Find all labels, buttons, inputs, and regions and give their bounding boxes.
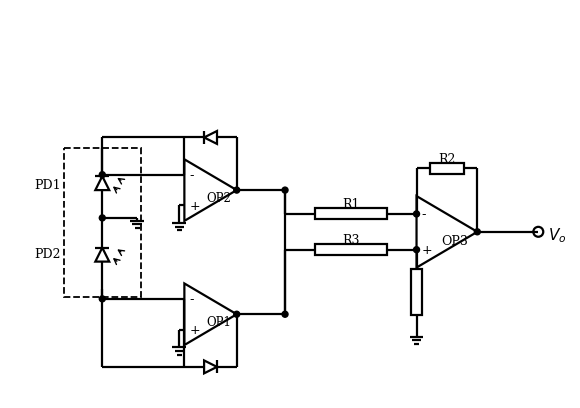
Text: -: -	[422, 208, 426, 222]
Text: PD2: PD2	[34, 248, 60, 261]
Circle shape	[282, 187, 288, 193]
Bar	[314, 208, 387, 220]
Text: $V_o$: $V_o$	[548, 226, 567, 245]
Circle shape	[474, 229, 480, 235]
Circle shape	[99, 215, 105, 221]
Circle shape	[414, 211, 419, 217]
Text: OP3: OP3	[441, 235, 468, 248]
Circle shape	[99, 172, 105, 177]
Bar	[430, 163, 463, 174]
Text: R1: R1	[342, 199, 360, 211]
Text: +: +	[422, 244, 432, 257]
Bar	[314, 244, 387, 255]
Circle shape	[282, 311, 288, 317]
Text: R3: R3	[342, 234, 360, 247]
Text: OP2: OP2	[206, 191, 231, 204]
Bar	[411, 269, 422, 315]
Circle shape	[234, 311, 240, 317]
Text: PD1: PD1	[34, 179, 60, 192]
Bar	[64, 149, 141, 297]
Text: +: +	[189, 324, 200, 337]
Text: +: +	[189, 200, 200, 213]
Circle shape	[234, 187, 240, 193]
Circle shape	[99, 296, 105, 302]
Circle shape	[414, 247, 419, 253]
Text: -: -	[189, 293, 194, 306]
Text: -: -	[189, 169, 194, 182]
Text: OP1: OP1	[206, 316, 231, 329]
Text: R2: R2	[438, 153, 456, 166]
